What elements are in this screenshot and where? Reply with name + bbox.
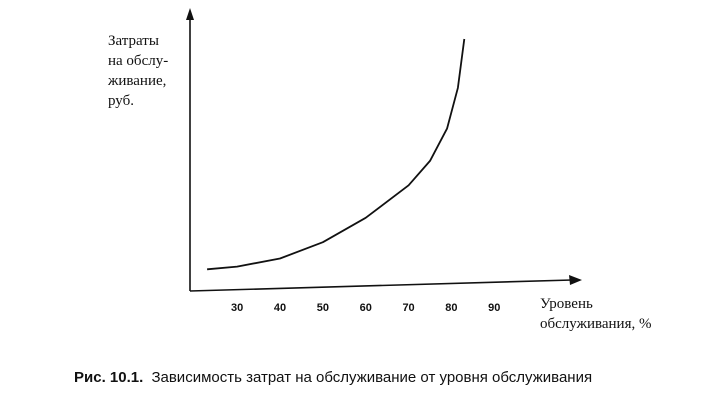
caption-label: Рис. 10.1. xyxy=(74,369,143,386)
y-label-line: живание, xyxy=(107,73,166,89)
axes xyxy=(186,8,582,292)
x-tick-label: 60 xyxy=(360,302,372,314)
x-tick-label: 70 xyxy=(402,302,414,314)
x-tick-label: 90 xyxy=(488,302,500,314)
curve xyxy=(207,38,466,271)
x-tick-label: 80 xyxy=(445,302,457,314)
x-label-line: Уровень xyxy=(540,296,593,312)
y-arrow xyxy=(186,8,194,20)
x-tick-label: 50 xyxy=(317,302,329,314)
y-label-line: руб. xyxy=(108,93,134,109)
x-label-line: обслуживания, % xyxy=(540,316,651,332)
x-tick-label: 30 xyxy=(231,302,243,314)
y-label-line: Затраты xyxy=(108,33,159,49)
y-label-line: на обслу- xyxy=(108,53,168,69)
x-arrow xyxy=(569,275,582,285)
x-axis-label: Уровень обслуживания, % xyxy=(540,296,651,332)
x-axis xyxy=(189,279,573,292)
y-axis-label: Затраты на обслу-живание, руб. xyxy=(107,33,168,109)
caption-text: Зависимость затрат на обслуживание от ур… xyxy=(151,369,592,386)
caption: Рис. 10.1. Зависимость затрат на обслужи… xyxy=(74,369,592,386)
x-tick-label: 40 xyxy=(274,302,286,314)
